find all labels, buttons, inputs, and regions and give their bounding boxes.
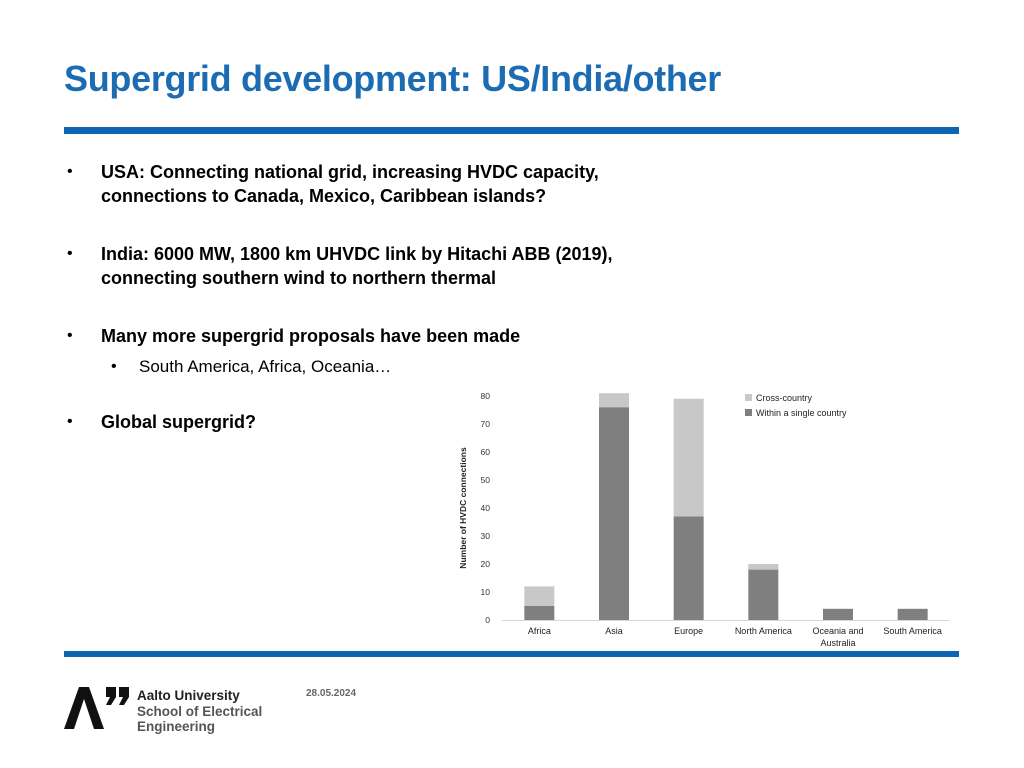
legend-swatch: [745, 409, 752, 416]
x-tick-label: South America: [883, 626, 942, 636]
school-name-line1: School of Electrical: [137, 703, 263, 719]
university-name-block: Aalto University School of Electrical En…: [137, 688, 262, 735]
bar-cross-europe: [673, 398, 704, 517]
aalto-logo: [64, 687, 129, 729]
legend-label: Cross-country: [756, 393, 813, 403]
x-tick-label: North America: [735, 626, 792, 636]
bar-within-europe: [673, 516, 704, 620]
y-tick-label: 60: [481, 447, 491, 457]
bullet-text: USA: Connecting national grid, increasin…: [101, 162, 599, 206]
bullet-marker: •: [67, 245, 73, 262]
y-tick-label: 80: [481, 391, 491, 401]
legend-swatch: [745, 394, 752, 401]
school-name-line2: Engineering: [137, 719, 216, 734]
bullet-marker: •: [111, 358, 117, 375]
university-name: Aalto University: [137, 688, 240, 703]
y-tick-label: 40: [481, 503, 491, 513]
bar-within-asia: [599, 407, 629, 620]
y-tick-label: 30: [481, 531, 491, 541]
title-divider: [64, 127, 959, 134]
bar-cross-asia: [599, 393, 629, 408]
bar-cross-north-america: [748, 564, 779, 570]
bar-within-south-america: [897, 608, 928, 620]
bar-within-oceania-and-australia: [823, 608, 853, 620]
bullet-marker: •: [67, 163, 73, 180]
y-tick-label: 70: [481, 419, 491, 429]
slide-date: 28.05.2024: [306, 688, 357, 699]
x-tick-label: Africa: [528, 626, 551, 636]
bullet-text: South America, Africa, Oceania…: [139, 357, 392, 376]
footer-divider: [64, 651, 959, 657]
y-tick-label: 20: [481, 559, 491, 569]
bullet-text: Global supergrid?: [101, 412, 257, 432]
bar-within-africa: [524, 606, 555, 620]
y-tick-label: 0: [485, 615, 490, 625]
slide-title: Supergrid development: US/India/other: [64, 58, 721, 99]
x-tick-label: Europe: [674, 626, 703, 636]
legend-label: Within a single country: [756, 408, 847, 418]
bar-within-north-america: [748, 569, 779, 620]
x-tick-label: Oceania and: [812, 626, 863, 636]
bar-cross-africa: [524, 586, 555, 606]
bullet-text: India: 6000 MW, 1800 km UHVDC link by Hi…: [101, 244, 613, 288]
x-tick-label: Asia: [605, 626, 623, 636]
hvdc-connections-chart: 0 10 20 30 40 50 60 70 80 Number of HVDC connecti…: [458, 391, 950, 648]
bullet-text: Many more supergrid proposals have been …: [101, 326, 521, 346]
y-tick-label: 50: [481, 475, 491, 485]
x-tick-label: Australia: [820, 638, 855, 648]
bullet-marker: •: [67, 327, 73, 344]
bullet-marker: •: [67, 413, 73, 430]
y-axis-label: Number of HVDC connections: [458, 447, 468, 569]
y-tick-label: 10: [481, 587, 491, 597]
